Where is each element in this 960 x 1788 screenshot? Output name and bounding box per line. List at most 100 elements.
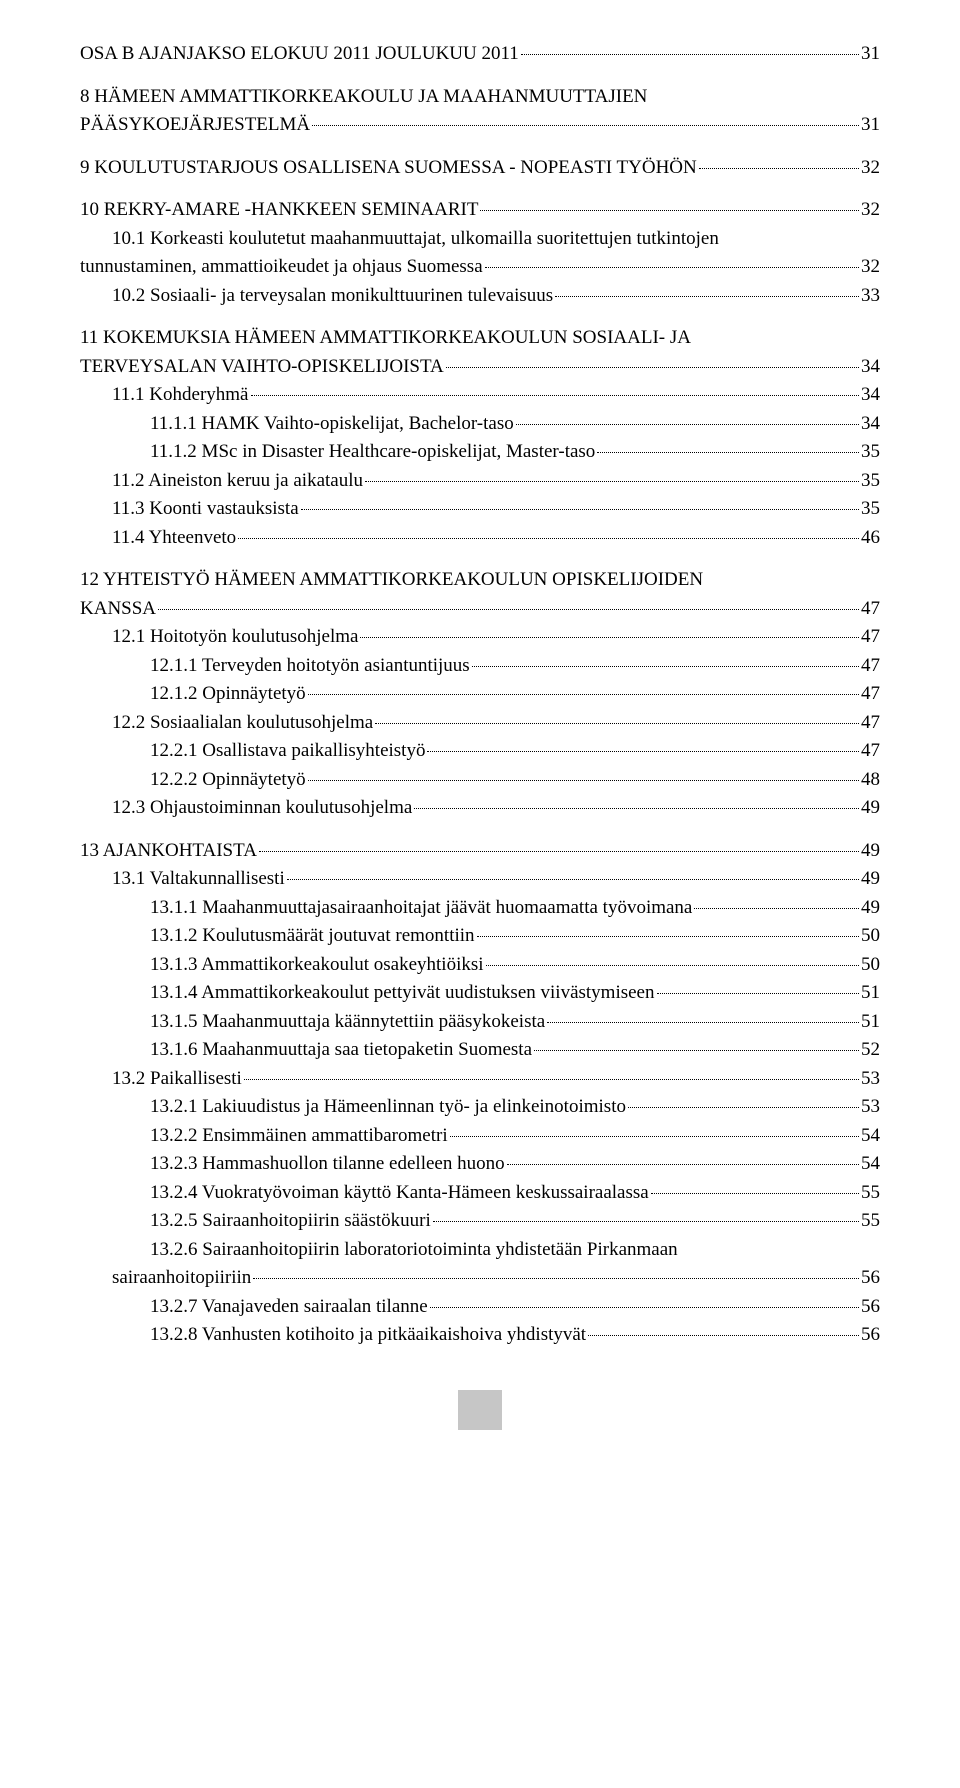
toc-leader-dots xyxy=(521,53,859,55)
toc-entry-page: 34 xyxy=(861,410,880,439)
toc-leader-dots xyxy=(628,1106,859,1108)
toc-entry-page: 32 xyxy=(861,154,880,183)
toc-entry-label: KANSSA xyxy=(80,595,156,624)
toc-entry-label: 10.1 Korkeasti koulutetut maahanmuuttaja… xyxy=(112,228,719,249)
toc-entry-label: 13.2.2 Ensimmäinen ammattibarometri xyxy=(150,1122,448,1151)
toc-leader-dots xyxy=(657,992,860,994)
toc-entry-label: sairaanhoitopiiriin xyxy=(112,1264,251,1293)
toc-entry-label: 11.1 Kohderyhmä xyxy=(112,381,249,410)
toc-leader-dots xyxy=(450,1135,859,1137)
toc-leader-dots xyxy=(486,964,859,966)
toc-entry-page: 35 xyxy=(861,438,880,467)
toc-leader-dots xyxy=(414,807,859,809)
toc-entry-label: 12.2 Sosiaalialan koulutusohjelma xyxy=(112,709,373,738)
toc-entry-label: 11.1.1 HAMK Vaihto-opiskelijat, Bachelor… xyxy=(150,410,514,439)
toc-entry-label: 8 HÄMEEN AMMATTIKORKEAKOULU JA MAAHANMUU… xyxy=(80,86,647,107)
toc-entry: tunnustaminen, ammattioikeudet ja ohjaus… xyxy=(80,253,880,282)
toc-entry-page: 47 xyxy=(861,595,880,624)
toc-entry: 13.1.6 Maahanmuuttaja saa tietopaketin S… xyxy=(80,1036,880,1065)
toc-leader-dots xyxy=(287,878,859,880)
toc-leader-dots xyxy=(308,693,859,695)
toc-entry-page: 47 xyxy=(861,709,880,738)
toc-entry-page: 55 xyxy=(861,1179,880,1208)
toc-wrap-line: 11 KOKEMUKSIA HÄMEEN AMMATTIKORKEAKOULUN… xyxy=(80,324,880,353)
toc-entry: 13.2 Paikallisesti 53 xyxy=(80,1065,880,1094)
toc-entry: 10.2 Sosiaali- ja terveysalan monikulttu… xyxy=(80,282,880,311)
toc-leader-dots xyxy=(485,266,859,268)
toc-entry-page: 53 xyxy=(861,1093,880,1122)
toc-entry-page: 48 xyxy=(861,766,880,795)
toc-leader-dots xyxy=(360,636,859,638)
toc-entry-page: 49 xyxy=(861,837,880,866)
toc-entry-label: 11.2 Aineiston keruu ja aikataulu xyxy=(112,467,363,496)
toc-leader-dots xyxy=(375,722,859,724)
toc-gap xyxy=(80,182,880,196)
toc-entry: TERVEYSALAN VAIHTO-OPISKELIJOISTA 34 xyxy=(80,353,880,382)
toc-leader-dots xyxy=(547,1021,859,1023)
toc-entry-label: OSA B AJANJAKSO ELOKUU 2011 JOULUKUU 201… xyxy=(80,40,519,69)
toc-gap xyxy=(80,823,880,837)
toc-gap xyxy=(80,552,880,566)
toc-entry: 13.2.7 Vanajaveden sairaalan tilanne 56 xyxy=(80,1293,880,1322)
toc-entry-label: 9 KOULUTUSTARJOUS OSALLISENA SUOMESSA - … xyxy=(80,154,697,183)
toc-entry: 12.1.2 Opinnäytetyö 47 xyxy=(80,680,880,709)
toc-leader-dots xyxy=(427,750,859,752)
toc-entry-label: PÄÄSYKOEJÄRJESTELMÄ xyxy=(80,111,310,140)
toc-entry-label: 13.2.3 Hammashuollon tilanne edelleen hu… xyxy=(150,1150,505,1179)
toc-entry: 10 REKRY-AMARE -HANKKEEN SEMINAARIT 32 xyxy=(80,196,880,225)
toc-entry-page: 51 xyxy=(861,1008,880,1037)
toc-entry-page: 34 xyxy=(861,381,880,410)
toc-entry: 12.3 Ohjaustoiminnan koulutusohjelma 49 xyxy=(80,794,880,823)
toc-entry-page: 35 xyxy=(861,495,880,524)
toc-wrap-line: 12 YHTEISTYÖ HÄMEEN AMMATTIKORKEAKOULUN … xyxy=(80,566,880,595)
toc-entry-page: 33 xyxy=(861,282,880,311)
toc-entry-page: 49 xyxy=(861,794,880,823)
toc-leader-dots xyxy=(259,850,859,852)
toc-leader-dots xyxy=(446,366,859,368)
toc-entry-page: 47 xyxy=(861,737,880,766)
toc-entry: 13.1.1 Maahanmuuttajasairaanhoitajat jää… xyxy=(80,894,880,923)
toc-gap xyxy=(80,310,880,324)
toc-entry: 13.1.4 Ammattikorkeakoulut pettyivät uud… xyxy=(80,979,880,1008)
toc-entry-label: 13.2.1 Lakiuudistus ja Hämeenlinnan työ-… xyxy=(150,1093,626,1122)
toc-leader-dots xyxy=(301,508,859,510)
toc-leader-dots xyxy=(516,423,859,425)
toc-leader-dots xyxy=(588,1334,859,1336)
toc-entry-page: 31 xyxy=(861,40,880,69)
toc-entry-page: 50 xyxy=(861,922,880,951)
toc-entry: 13.1.5 Maahanmuuttaja käännytettiin pääs… xyxy=(80,1008,880,1037)
toc-entry: 13.2.2 Ensimmäinen ammattibarometri 54 xyxy=(80,1122,880,1151)
toc-leader-dots xyxy=(365,480,859,482)
toc-entry: 12.2.2 Opinnäytetyö 48 xyxy=(80,766,880,795)
toc-leader-dots xyxy=(699,167,859,169)
toc-leader-dots xyxy=(251,394,860,396)
toc-entry: 11.2 Aineiston keruu ja aikataulu 35 xyxy=(80,467,880,496)
toc-entry-label: 13.2.6 Sairaanhoitopiirin laboratoriotoi… xyxy=(150,1239,678,1260)
toc-entry: 13.2.8 Vanhusten kotihoito ja pitkäaikai… xyxy=(80,1321,880,1350)
toc-entry-label: 13.2.4 Vuokratyövoiman käyttö Kanta-Häme… xyxy=(150,1179,649,1208)
toc-entry-label: TERVEYSALAN VAIHTO-OPISKELIJOISTA xyxy=(80,353,444,382)
toc-entry-page: 54 xyxy=(861,1122,880,1151)
toc-leader-dots xyxy=(433,1220,859,1222)
toc-entry-label: 11.4 Yhteenveto xyxy=(112,524,236,553)
toc-entry-page: 49 xyxy=(861,865,880,894)
toc-entry-page: 34 xyxy=(861,353,880,382)
toc-entry: 13.1.3 Ammattikorkeakoulut osakeyhtiöiks… xyxy=(80,951,880,980)
toc-entry-label: 13.1.4 Ammattikorkeakoulut pettyivät uud… xyxy=(150,979,655,1008)
toc-leader-dots xyxy=(694,907,859,909)
toc-entry: 13.2.4 Vuokratyövoiman käyttö Kanta-Häme… xyxy=(80,1179,880,1208)
toc-leader-dots xyxy=(312,124,859,126)
footer-page-indicator xyxy=(458,1390,502,1430)
toc-leader-dots xyxy=(308,779,859,781)
toc-entry: 9 KOULUTUSTARJOUS OSALLISENA SUOMESSA - … xyxy=(80,154,880,183)
toc-entry-page: 54 xyxy=(861,1150,880,1179)
toc-entry: 13 AJANKOHTAISTA 49 xyxy=(80,837,880,866)
toc-leader-dots xyxy=(158,608,859,610)
toc-entry-page: 55 xyxy=(861,1207,880,1236)
toc-wrap-line: 10.1 Korkeasti koulutetut maahanmuuttaja… xyxy=(80,225,880,254)
toc-entry-page: 46 xyxy=(861,524,880,553)
toc-entry: 12.2 Sosiaalialan koulutusohjelma 47 xyxy=(80,709,880,738)
toc-entry-label: 10 REKRY-AMARE -HANKKEEN SEMINAARIT xyxy=(80,196,478,225)
toc-entry-page: 50 xyxy=(861,951,880,980)
toc-entry: 11.3 Koonti vastauksista 35 xyxy=(80,495,880,524)
